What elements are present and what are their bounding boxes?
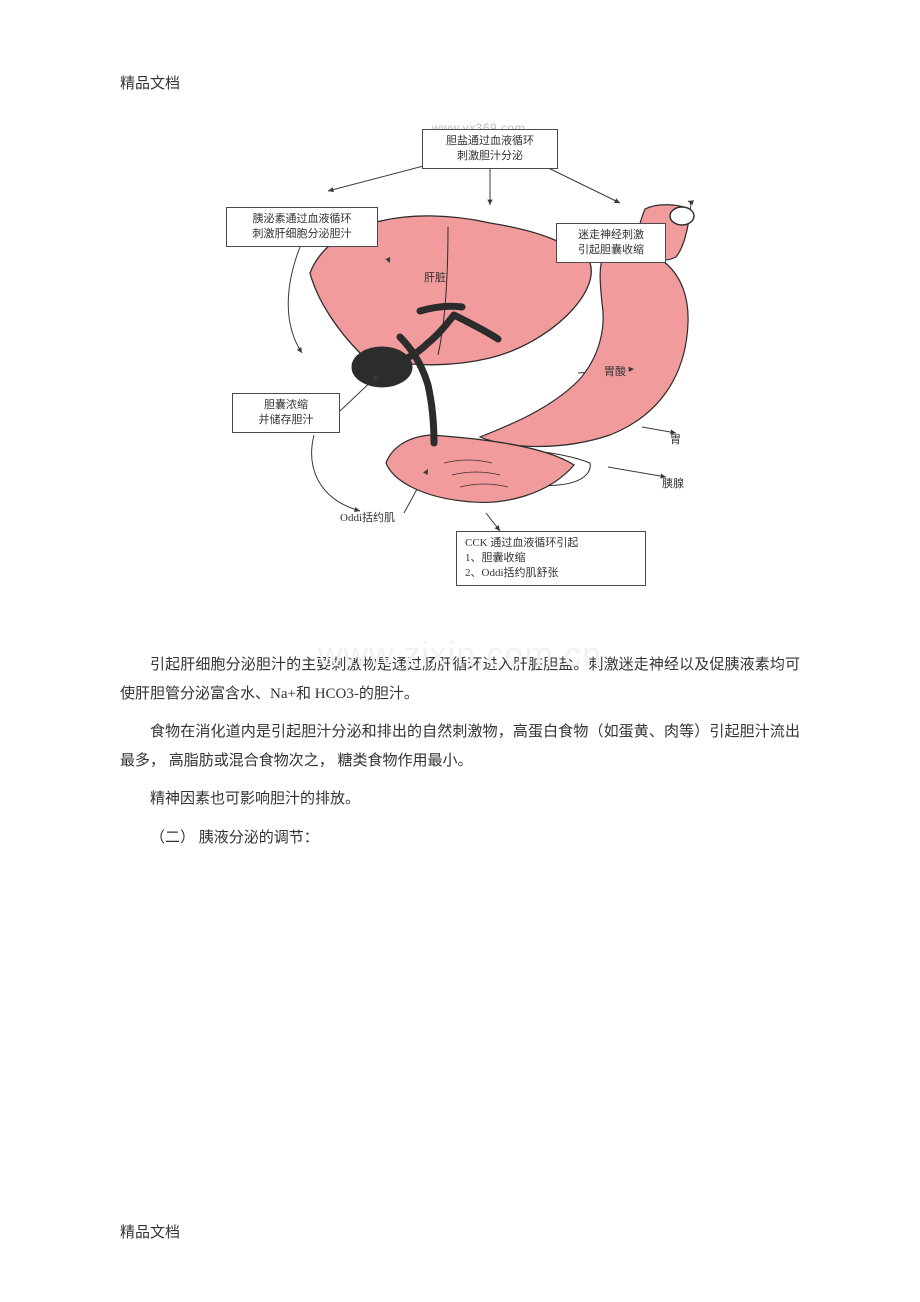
callout-left-lower: 胆囊浓缩并储存胆汁 — [232, 393, 340, 433]
paragraph-2: 食物在消化道内是引起胆汁分泌和排出的自然刺激物，高蛋白食物（如蛋黄、肉等）引起胆… — [120, 718, 800, 775]
label-oddi: Oddi括约肌 — [340, 509, 395, 525]
leader-line-3 — [288, 247, 302, 353]
esophagus-opening — [670, 207, 694, 225]
header-label: 精品文档 — [120, 72, 800, 93]
callout-right-upper: 迷走神经刺激引起胆囊收缩 — [556, 223, 666, 263]
bile-secretion-diagram: www.yx369.com 胆盐通过 — [190, 113, 730, 633]
label-gastric: 胃酸 — [604, 363, 626, 379]
leader-line-12 — [608, 467, 666, 477]
body-text: 引起肝细胞分泌胆汁的主要刺激物是通过肠肝循环进入肝脏胆盐。刺激迷走神经以及促胰液… — [120, 651, 800, 852]
footer-label: 精品文档 — [120, 1221, 180, 1242]
callout-left-upper: 胰泌素通过血液循环刺激肝细胞分泌胆汁 — [226, 207, 378, 247]
callout-cck: CCK 通过血液循环引起1、胆囊收缩2、Oddi括约肌舒张 — [456, 531, 646, 586]
callout-top: 胆盐通过血液循环刺激胆汁分泌 — [422, 129, 558, 169]
paragraph-4: （二） 胰液分泌的调节： — [120, 824, 800, 853]
paragraph-3: 精神因素也可影响胆汁的排放。 — [120, 785, 800, 814]
label-pancreas: 胰腺 — [662, 475, 684, 491]
label-liver: 肝脏 — [424, 269, 446, 285]
leader-line-8 — [312, 435, 360, 511]
label-stomach: 胃 — [670, 431, 681, 447]
document-page: 精品文档 www.yx369.com — [0, 0, 920, 1302]
paragraph-1: 引起肝细胞分泌胆汁的主要刺激物是通过肠肝循环进入肝脏胆盐。刺激迷走神经以及促胰液… — [120, 651, 800, 708]
